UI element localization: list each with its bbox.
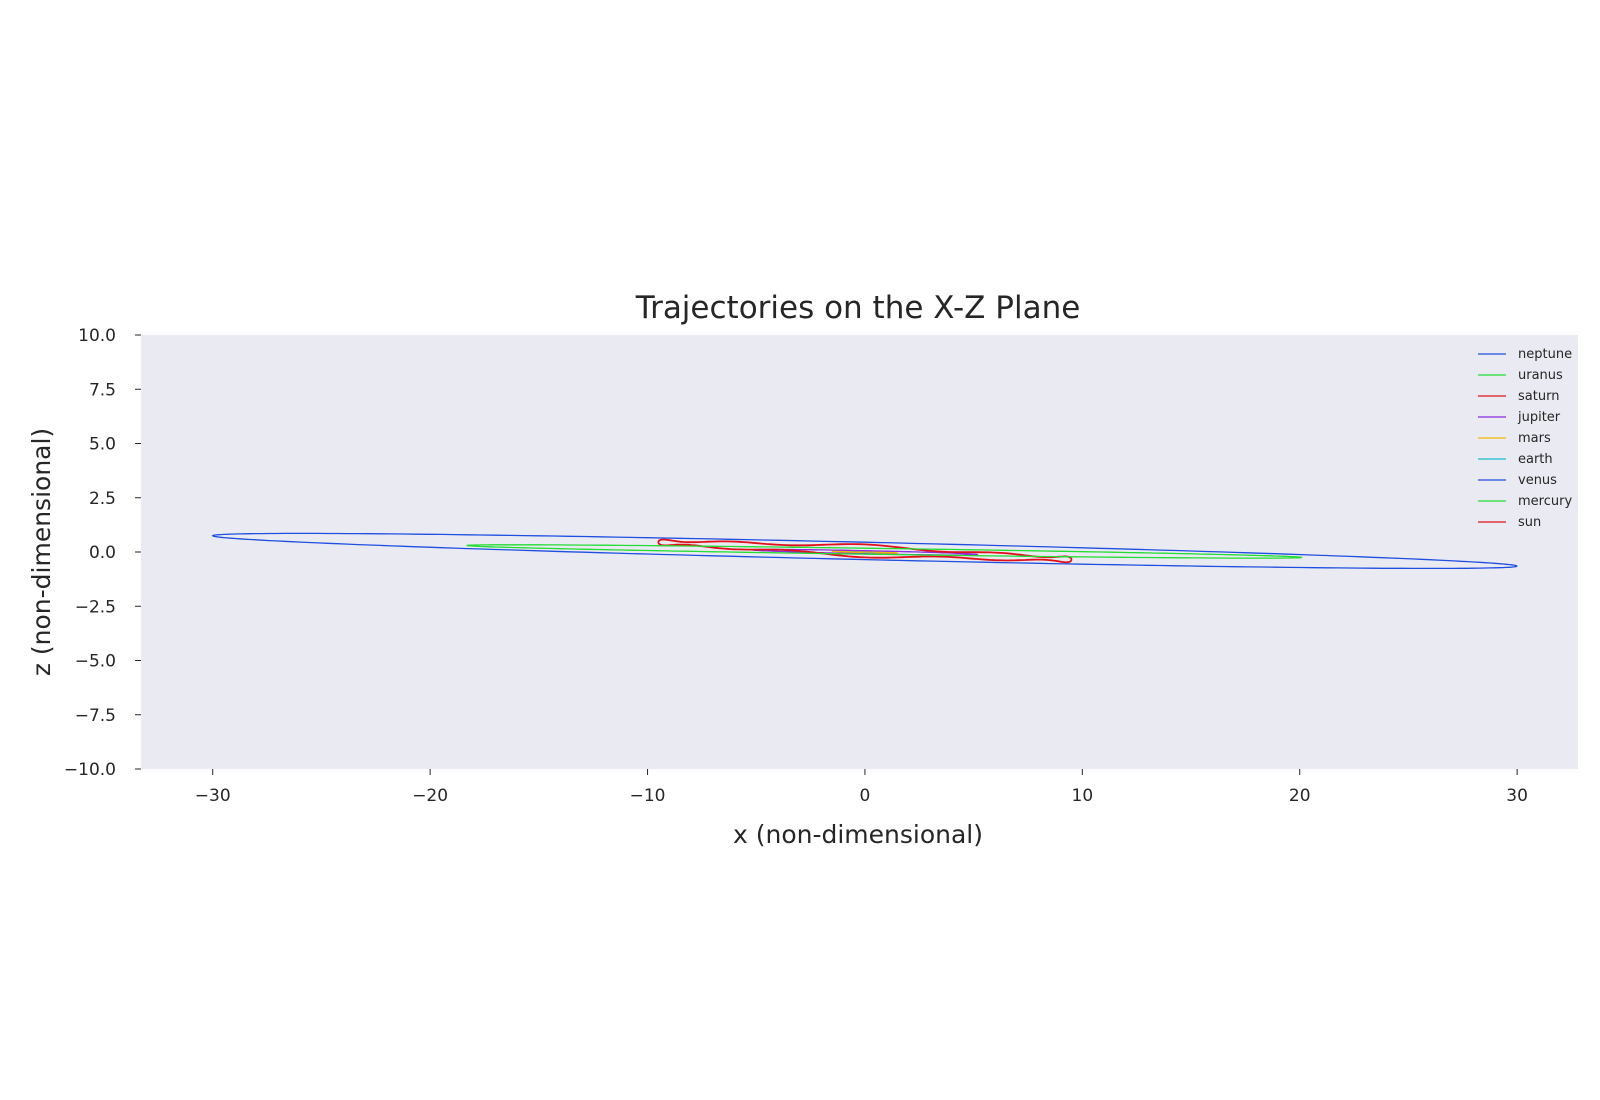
x-axis-label: x (non-dimensional) — [733, 820, 983, 849]
x-tick-label: 10 — [1072, 786, 1094, 806]
x-tick-label: 20 — [1289, 786, 1311, 806]
legend-label-earth: earth — [1518, 452, 1553, 467]
legend-label-venus: venus — [1518, 473, 1557, 488]
y-tick-label: −2.5 — [75, 597, 116, 617]
series-line-saturn — [657, 538, 1073, 564]
legend-label-mercury: mercury — [1518, 494, 1572, 509]
series-layer — [211, 532, 1518, 570]
series-line-uranus — [466, 544, 1303, 559]
x-tick-label: −30 — [195, 786, 231, 806]
legend-label-sun: sun — [1518, 515, 1541, 530]
chart-title: Trajectories on the X-Z Plane — [635, 290, 1081, 326]
x-axis: −30 −20 −10 0 10 20 30 — [195, 769, 1528, 806]
series-line-mars — [831, 550, 899, 555]
legend: neptune uranus saturn jupiter mars earth venus… — [1478, 347, 1572, 530]
x-tick-label: −10 — [630, 786, 666, 806]
legend-label-neptune: neptune — [1518, 347, 1572, 362]
x-tick-label: 30 — [1506, 786, 1528, 806]
legend-label-uranus: uranus — [1518, 368, 1563, 383]
x-tick-label: 0 — [860, 786, 871, 806]
legend-label-jupiter: jupiter — [1517, 410, 1561, 425]
y-tick-label: 10.0 — [78, 326, 116, 346]
y-tick-label: 5.0 — [89, 435, 116, 455]
series-line-neptune — [211, 532, 1518, 570]
y-tick-label: 2.5 — [89, 489, 116, 509]
y-axis-label: z (non-dimensional) — [27, 428, 56, 676]
legend-label-saturn: saturn — [1518, 389, 1559, 404]
x-tick-label: −20 — [412, 786, 448, 806]
y-axis: 10.0 7.5 5.0 2.5 0.0 −2.5 −5.0 −7.5 −10.0 — [64, 326, 141, 780]
y-tick-label: −5.0 — [75, 652, 116, 672]
y-tick-label: −10.0 — [64, 760, 116, 780]
y-tick-label: 0.0 — [89, 543, 116, 563]
y-tick-label: −7.5 — [75, 706, 116, 726]
legend-label-mars: mars — [1518, 431, 1551, 446]
y-tick-label: 7.5 — [89, 380, 116, 400]
